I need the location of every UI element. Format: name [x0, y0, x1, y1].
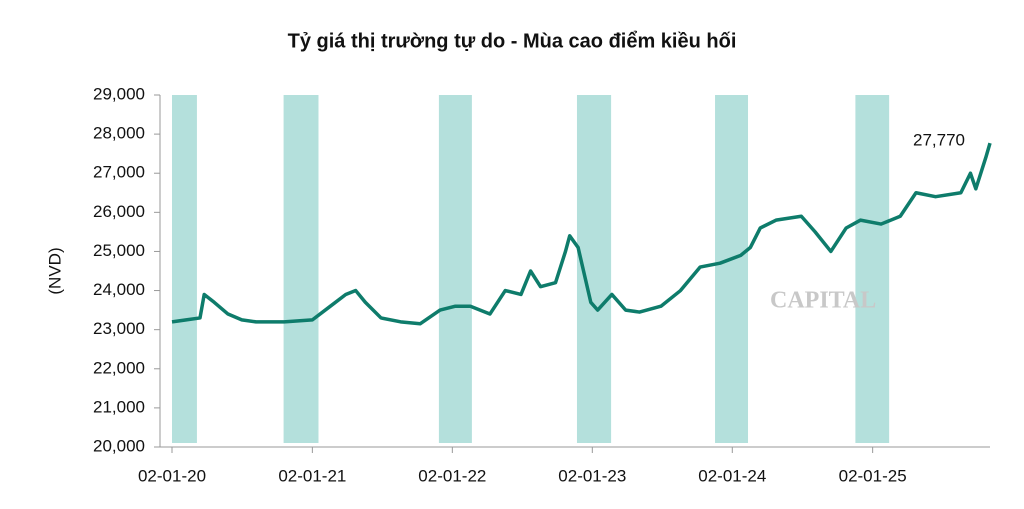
y-tick-label: 25,000	[93, 241, 145, 260]
y-tick-label: 27,000	[93, 163, 145, 182]
y-axis-label: (NVD)	[45, 247, 64, 294]
y-tick-label: 20,000	[93, 436, 145, 455]
y-tick-label: 22,000	[93, 358, 145, 377]
end-label: 27,770	[913, 131, 965, 150]
x-tick-label: 02-01-22	[418, 466, 486, 485]
x-tick-label: 02-01-24	[698, 466, 766, 485]
season-band	[715, 95, 749, 443]
chart-title: Tỷ giá thị trường tự do - Mùa cao điểm k…	[288, 30, 737, 52]
season-band	[172, 95, 197, 443]
y-tick-label: 23,000	[93, 319, 145, 338]
season-band	[438, 95, 472, 443]
x-tick-label: 02-01-25	[839, 466, 907, 485]
x-tick-label: 02-01-20	[138, 466, 206, 485]
line	[171, 142, 992, 326]
watermark: CAPITAL	[770, 288, 876, 314]
season-band	[855, 95, 890, 443]
y-tick-label: 26,000	[93, 202, 145, 221]
season-band	[283, 95, 319, 443]
y-tick-label: 29,000	[93, 84, 145, 103]
y-tick-label: 24,000	[93, 280, 145, 299]
y-tick-label: 21,000	[93, 397, 145, 416]
x-tick-label: 02-01-23	[558, 466, 626, 485]
x-tick-label: 02-01-21	[278, 466, 346, 485]
y-tick-label: 28,000	[93, 124, 145, 143]
